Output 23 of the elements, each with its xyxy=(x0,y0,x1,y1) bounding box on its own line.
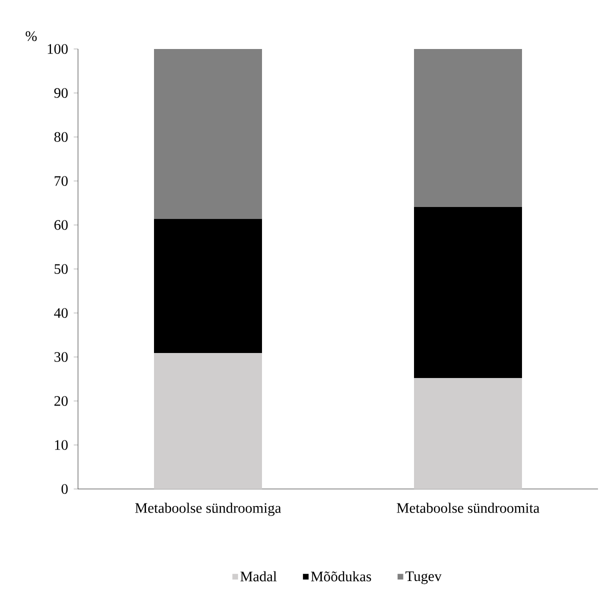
y-tick-label: 0 xyxy=(62,484,68,494)
y-tick-label: 20 xyxy=(54,396,68,406)
legend-label: Madal xyxy=(240,571,277,582)
y-tick-label: 60 xyxy=(54,220,68,230)
y-tick-label: 10 xyxy=(55,440,68,450)
y-tick-label: 50 xyxy=(54,264,68,274)
y-tick-label: 90 xyxy=(54,88,68,98)
y-axis-title: % xyxy=(26,31,37,42)
x-tick-label: Metaboolse sündroomita xyxy=(396,502,540,513)
x-tick-label: Metaboolse sündroomiga xyxy=(135,502,282,516)
bar xyxy=(414,48,522,207)
bar xyxy=(414,378,522,489)
bar xyxy=(154,218,262,354)
y-tick-label: 80 xyxy=(54,132,68,142)
y-tick-label: 30 xyxy=(54,352,68,362)
y-tick-label: 100 xyxy=(48,44,68,54)
legend-label: Mõõdukas xyxy=(311,571,372,582)
bar xyxy=(154,48,262,219)
bar xyxy=(154,353,262,489)
y-tick-label: 40 xyxy=(54,308,68,318)
bar xyxy=(414,206,522,378)
y-tick-label: 70 xyxy=(54,176,68,186)
legend-label: Tugev xyxy=(406,572,442,584)
